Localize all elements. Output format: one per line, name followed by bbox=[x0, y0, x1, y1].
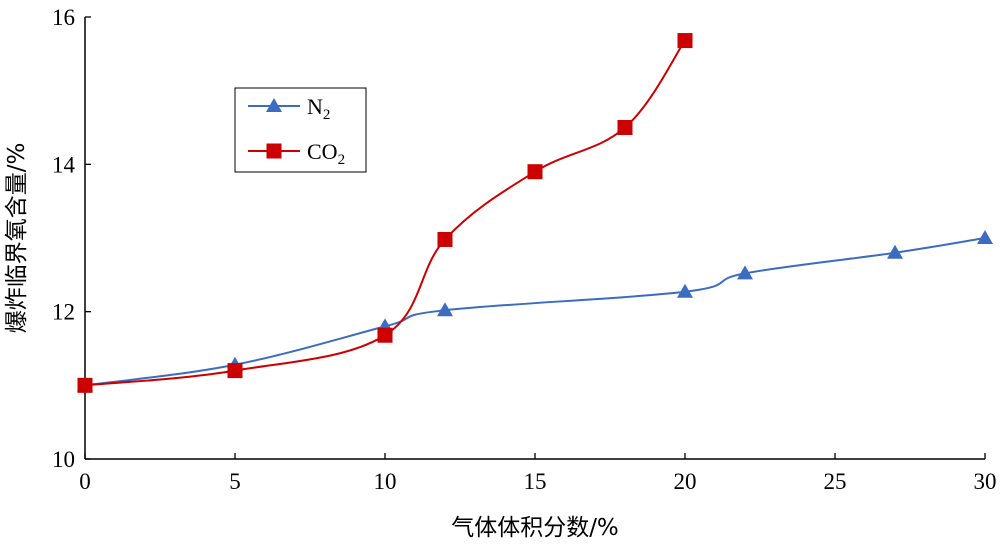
x-tick-label: 10 bbox=[374, 469, 397, 494]
y-tick-label: 12 bbox=[52, 300, 75, 325]
series-n2-point bbox=[677, 283, 693, 298]
legend-label-n2: N2 bbox=[307, 94, 330, 123]
series-co2-point bbox=[77, 377, 93, 393]
series-n2-point bbox=[737, 265, 753, 280]
series-co2-point bbox=[527, 164, 543, 180]
series-n2 bbox=[77, 230, 993, 392]
y-axis-title: 爆炸临界氧含量/% bbox=[4, 143, 30, 334]
legend-entry-n2: N2 bbox=[248, 94, 330, 123]
series-co2-point bbox=[227, 363, 243, 379]
legend-box bbox=[234, 87, 367, 173]
series-n2-point bbox=[437, 302, 453, 317]
series-co2-point bbox=[377, 327, 393, 343]
x-tick-label: 30 bbox=[974, 469, 997, 494]
x-tick-label: 15 bbox=[524, 469, 547, 494]
legend-label-subscript: 2 bbox=[338, 152, 346, 168]
series-n2-line bbox=[84, 237, 986, 387]
x-tick-label: 5 bbox=[229, 469, 241, 494]
legend-label-co2: CO2 bbox=[307, 139, 345, 168]
legend-swatch-marker bbox=[266, 98, 282, 112]
series-co2-point bbox=[437, 231, 453, 247]
x-tick-label: 0 bbox=[79, 469, 91, 494]
y-tick-label: 14 bbox=[52, 152, 76, 177]
series-n2-point bbox=[977, 230, 993, 244]
x-tick-label: 25 bbox=[824, 469, 847, 494]
series-co2 bbox=[77, 33, 693, 393]
axes bbox=[84, 17, 985, 460]
series-co2-point bbox=[677, 33, 693, 49]
legend-label-subscript: 2 bbox=[323, 107, 331, 123]
series-layer bbox=[77, 33, 993, 393]
y-tick-label: 10 bbox=[52, 447, 75, 472]
legend-entry-co2: CO2 bbox=[248, 139, 345, 168]
series-co2-point bbox=[617, 120, 633, 135]
x-axis-title: 气体体积分数/% bbox=[451, 515, 619, 541]
series-n2-point bbox=[887, 244, 903, 259]
legend-label-main: N bbox=[307, 94, 323, 119]
ticks: 0 5 10 15 20 25 30 10 12 14 16 bbox=[52, 5, 997, 494]
legend-swatch-marker bbox=[266, 143, 282, 159]
y-tick-label: 16 bbox=[52, 5, 75, 30]
x-tick-label: 20 bbox=[674, 469, 697, 494]
legend-label-main: CO bbox=[307, 139, 338, 164]
